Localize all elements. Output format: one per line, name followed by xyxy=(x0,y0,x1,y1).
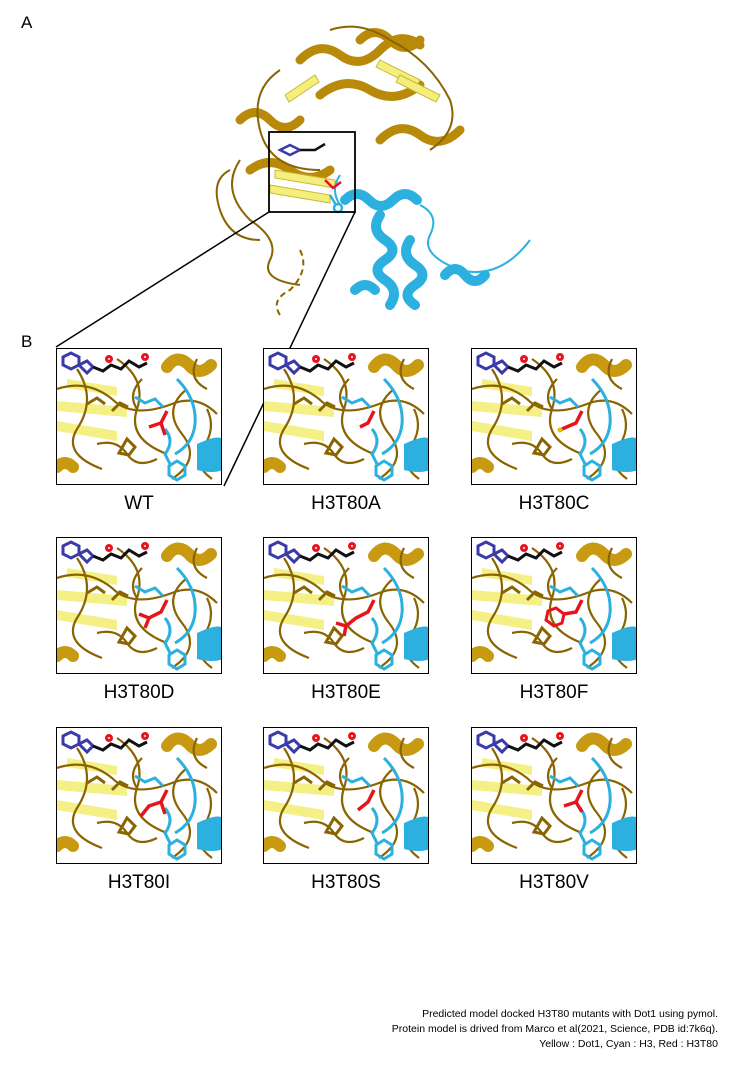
panel-b-label: B xyxy=(21,332,33,351)
panel-a-label: A xyxy=(21,13,33,32)
mutant-structure-h3t80a xyxy=(263,348,429,485)
mutant-structure-h3t80c xyxy=(471,348,637,485)
mutant-label: H3T80E xyxy=(311,682,381,703)
mutant-label: WT xyxy=(124,493,154,514)
mutant-label: H3T80C xyxy=(518,493,590,514)
mutant-structure-h3t80s xyxy=(263,727,429,864)
mutant-structure-h3t80i xyxy=(56,727,222,864)
mutant-label: H3T80V xyxy=(519,872,589,893)
caption-line-1: Predicted model docked H3T80 mutants wit… xyxy=(422,1008,718,1020)
mutant-structure-h3t80e xyxy=(263,537,429,674)
mutant-label: H3T80S xyxy=(311,872,381,893)
figure-caption: Predicted model docked H3T80 mutants wit… xyxy=(392,1007,718,1052)
mutant-structure-h3t80d xyxy=(56,537,222,674)
mutant-structure-h3t80f xyxy=(471,537,637,674)
mutant-label: H3T80D xyxy=(103,682,175,703)
mutant-label: H3T80A xyxy=(311,493,381,514)
caption-line-3: Yellow : Dot1, Cyan : H3, Red : H3T80 xyxy=(539,1038,718,1050)
zoom-box xyxy=(268,131,356,213)
caption-line-2: Protein model is drived from Marco et al… xyxy=(391,1023,718,1035)
mutant-structure-h3t80v xyxy=(471,727,637,864)
overall-structure-illustration xyxy=(215,25,531,316)
mutant-label: H3T80F xyxy=(519,682,589,703)
mutant-label: H3T80I xyxy=(107,872,171,893)
mutant-structure-wt xyxy=(56,348,222,485)
